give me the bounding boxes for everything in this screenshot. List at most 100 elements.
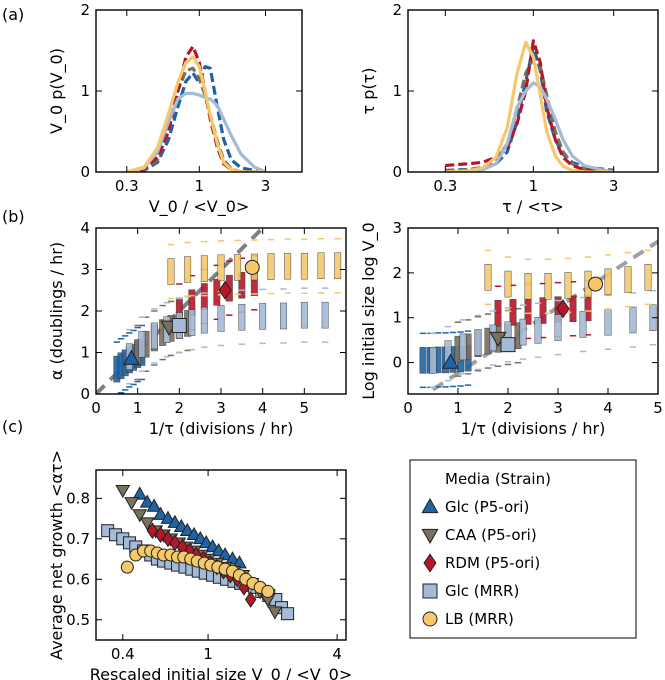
chart-b-left: 0 1 2 3 4 5 0 1 2 3 4 1/τ (divisions / hr) α (doubli… [47, 219, 347, 438]
series-line-glc-p5-ori- [445, 44, 614, 172]
x-tick-label: 0.4 [111, 645, 135, 663]
box-mark [569, 295, 577, 323]
box-mark [317, 252, 325, 280]
box-mark [284, 252, 292, 280]
box-mark [334, 252, 342, 280]
x-tick-label: 1 [133, 399, 143, 417]
x-tick-label: 0 [91, 399, 101, 417]
y-tick-label: 0 [392, 163, 402, 181]
box-mark [484, 264, 492, 291]
panel-tag-a: (a) [2, 5, 24, 24]
legend: Media (Strain) Glc (P5-ori) CAA (P5-ori) R… [409, 459, 637, 639]
box-mark [474, 329, 482, 356]
panel-tag-c: (c) [2, 417, 23, 436]
axes-frame [95, 9, 303, 173]
mean-marker-glc-p5-ori- [122, 349, 140, 365]
x-tick-label: 1 [529, 177, 539, 195]
box-mark [519, 318, 527, 346]
legend-label: Glc (MRR) [445, 582, 519, 600]
x-tick-label: 0.3 [433, 177, 457, 195]
legend-marker-glc-p5-ori- [421, 497, 439, 514]
legend-box [409, 459, 637, 639]
data-point-lb-mrr- [120, 560, 134, 574]
box-mark [534, 317, 542, 344]
box-mark [419, 347, 427, 374]
box-mark [459, 333, 467, 361]
box-mark [524, 273, 532, 300]
box-mark [200, 255, 208, 282]
panel-tag-b: (b) [2, 207, 25, 226]
x-tick-label: 3 [609, 177, 619, 195]
box-mark [579, 311, 587, 338]
box-mark [604, 308, 612, 336]
series-line-glc-mrr- [126, 91, 267, 172]
box-mark [604, 268, 612, 296]
data-point-glc-mrr- [281, 607, 295, 621]
box-mark [167, 258, 175, 285]
plot-area [101, 484, 295, 621]
x-tick-label: 1 [195, 177, 205, 195]
x-axis-label: V_0 / <V_0> [149, 197, 250, 217]
x-tick-label: 5 [653, 399, 663, 417]
data-point-glc-p5-ori- [160, 510, 176, 524]
box-mark [644, 264, 652, 291]
y-tick-label: 0.5 [66, 611, 90, 629]
axes-frame [407, 9, 659, 173]
box-mark [238, 272, 246, 299]
data-point-lb-mrr- [261, 584, 275, 598]
series-line-lb-mrr- [445, 40, 614, 172]
y-tick-label: 0.6 [66, 570, 90, 588]
box-mark [321, 301, 329, 329]
box-mark [267, 253, 275, 280]
mean-marker-glc-mrr- [500, 337, 516, 353]
box-mark [238, 303, 246, 331]
box-mark [509, 299, 517, 326]
box-mark [217, 254, 225, 282]
legend-title: Media (Strain) [445, 470, 551, 488]
y-tick-label: 2 [80, 1, 90, 19]
data-point-rdm-p5-ori- [244, 591, 257, 608]
y-tick-label: 4 [80, 219, 90, 237]
y-axis-label: τ p(τ) [359, 68, 378, 115]
data-point-glc-p5-ori- [179, 522, 195, 537]
data-point-glc-p5-ori- [146, 498, 162, 512]
y-tick-label: 2 [392, 1, 402, 19]
legend-label: LB (MRR) [445, 610, 514, 628]
legend-marker-rdm-p5-ori- [423, 553, 437, 573]
legend-label: CAA (P5-ori) [445, 526, 537, 544]
plot-area [96, 228, 342, 394]
x-tick-label: 3 [216, 399, 226, 417]
y-tick-label: 0 [80, 385, 90, 403]
box-mark [184, 256, 192, 283]
x-tick-label: 0 [403, 399, 413, 417]
data-point-caa-p5-ori- [115, 484, 131, 499]
x-tick-label: 2 [503, 399, 513, 417]
x-tick-label: 1 [203, 645, 213, 663]
legend-entries: Glc (P5-ori) CAA (P5-ori) RDM (P5-ori) Glc … [421, 497, 540, 628]
data-point-rdm-p5-ori- [146, 522, 159, 540]
box-mark [200, 283, 208, 310]
box-mark [217, 305, 225, 332]
series-line-caa-p5-ori- [445, 57, 614, 172]
y-tick-label: 1 [80, 82, 90, 100]
box-mark [539, 297, 547, 324]
box-mark [300, 252, 308, 280]
y-tick-label: 1 [392, 309, 402, 327]
y-axis-label: V_0 p(V_0) [47, 48, 67, 134]
box-mark [259, 303, 267, 330]
box-mark [554, 314, 562, 341]
data-point-glc-p5-ori- [132, 486, 148, 500]
chart-a-left: 0.3 1 3 0 1 2 V_0 / <V_0> V_0 p(V_0) [47, 1, 303, 217]
y-tick-label: 1 [392, 82, 402, 100]
legend-marker-lb-mrr- [422, 611, 438, 627]
x-tick-label: 0.3 [115, 177, 139, 195]
data-point-caa-p5-ori- [139, 517, 155, 531]
chart-a-right: 0.3 1 3 0 1 2 τ / <τ> τ p(τ) [359, 1, 659, 216]
x-axis-label: Rescaled initial size V_0 / <V_0> [90, 665, 353, 680]
data-point-caa-p5-ori- [267, 606, 283, 620]
x-tick-label: 4 [258, 399, 268, 417]
y-tick-label: 2 [392, 264, 402, 282]
y-tick-label: 0 [80, 163, 90, 181]
mean-marker-lb-mrr- [244, 259, 260, 275]
